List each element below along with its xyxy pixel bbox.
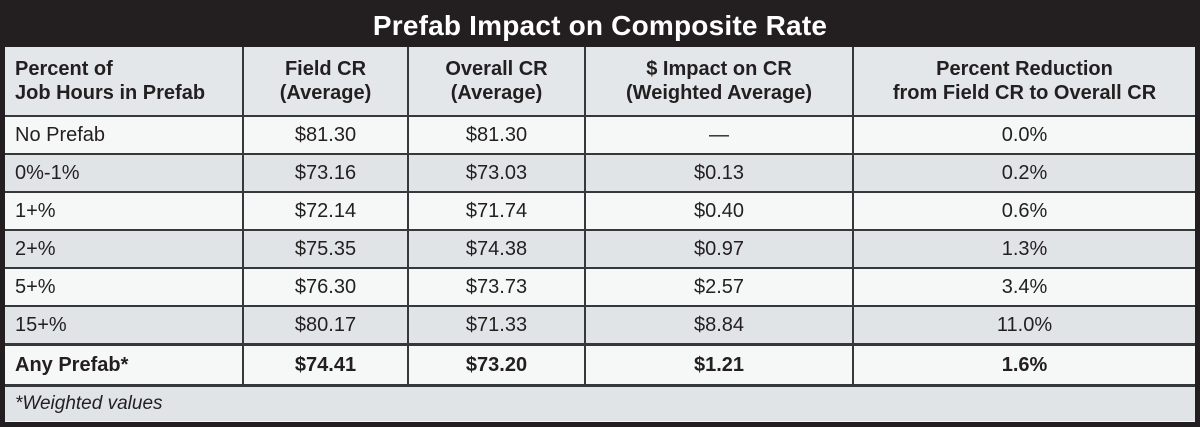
column-header-percent-reduction: Percent Reduction from Field CR to Overa… (854, 47, 1195, 115)
cell-field-cr: $73.16 (244, 155, 409, 191)
table-row: 5+% $76.30 $73.73 $2.57 3.4% (5, 269, 1195, 307)
column-header-overall-cr: Overall CR (Average) (409, 47, 586, 115)
column-header-line: (Weighted Average) (626, 82, 812, 104)
table-row: 1+% $72.14 $71.74 $0.40 0.6% (5, 193, 1195, 231)
cell-field-cr: $75.35 (244, 231, 409, 267)
table-row: No Prefab $81.30 $81.30—0.0% (5, 117, 1195, 155)
summary-row: Any Prefab* $74.41 $73.20 $1.21 1.6% (5, 345, 1195, 387)
cell-row-label: 15+% (5, 307, 244, 343)
cell-field-cr: $80.17 (244, 307, 409, 343)
cell-field-cr: $81.30 (244, 117, 409, 153)
cell-overall-cr: $73.03 (409, 155, 586, 191)
cell-overall-cr: $71.33 (409, 307, 586, 343)
table-row: 2+% $75.35 $74.38 $0.97 1.3% (5, 231, 1195, 269)
cell-row-label: 1+% (5, 193, 244, 229)
cell-reduction: 0.0% (1001, 123, 1048, 146)
column-header-percent-job-hours: Percent of Job Hours in Prefab (5, 47, 244, 115)
column-header-line: Percent Reduction (936, 57, 1113, 80)
table-row: 0%-1% $73.16 $73.03 $0.13 0.2% (5, 155, 1195, 193)
table-row: 15+% $80.17 $71.33 $8.84 11.0% (5, 307, 1195, 345)
cell-row-label: 0%-1% (5, 155, 244, 191)
cell-overall-cr: $81.30 (409, 117, 586, 153)
cell-row-label: No Prefab (5, 117, 244, 153)
column-header-line: Job Hours in Prefab (15, 82, 206, 104)
column-header-line: Percent of (15, 57, 113, 80)
cell-impact: $2.57 (586, 269, 854, 305)
footnote-row: *Weighted values (5, 387, 1195, 421)
cell-impact: $0.13 (586, 155, 854, 191)
cell-impact: $0.97 (586, 231, 854, 267)
table-title-bar: Prefab Impact on Composite Rate (5, 5, 1195, 47)
cell-field-cr: $76.30 (244, 269, 409, 305)
cell-row-label: 2+% (5, 231, 244, 267)
table-body: No Prefab $81.30 $81.30—0.0% 0%-1% $73.16 $73… (5, 117, 1195, 345)
column-header-line: from Field CR to Overall CR (892, 82, 1157, 104)
cell-overall-cr: $71.74 (409, 193, 586, 229)
cell-field-cr: $72.14 (244, 193, 409, 229)
column-header-line: $ Impact on CR (646, 57, 792, 80)
cell-reduction: 3.4% (1001, 275, 1048, 298)
column-header-impact-on-cr: $ Impact on CR (Weighted Average) (586, 47, 854, 115)
cell-reduction: 1.3% (1001, 237, 1048, 260)
cell-reduction: 0.6% (1001, 199, 1048, 222)
cell-impact: — (586, 117, 854, 153)
cell-row-label: 5+% (5, 269, 244, 305)
column-header-field-cr: Field CR (Average) (244, 47, 409, 115)
cell-field-cr: $74.41 (244, 346, 409, 384)
table-title: Prefab Impact on Composite Rate (372, 10, 828, 41)
cell-reduction: 0.2% (1001, 161, 1048, 184)
footnote-text: *Weighted values (15, 393, 163, 414)
cell-overall-cr: $73.20 (409, 346, 586, 384)
column-header-line: (Average) (450, 82, 543, 104)
column-header-line: (Average) (279, 82, 372, 104)
column-header-line: Field CR (284, 57, 367, 80)
column-header-line: Overall CR (445, 57, 548, 80)
cell-row-label: Any Prefab* (5, 346, 244, 384)
cell-overall-cr: $74.38 (409, 231, 586, 267)
table-header-row: Percent of Job Hours in Prefab Field CR … (5, 47, 1195, 117)
cell-reduction: 11.0% (996, 313, 1053, 336)
cell-impact: $0.40 (586, 193, 854, 229)
cell-reduction: 1.6% (1001, 353, 1048, 376)
cell-overall-cr: $73.73 (409, 269, 586, 305)
cell-impact: $8.84 (586, 307, 854, 343)
cell-impact: $1.21 (586, 346, 854, 384)
